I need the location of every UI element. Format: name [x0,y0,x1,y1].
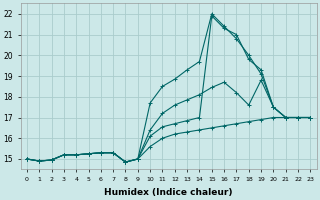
X-axis label: Humidex (Indice chaleur): Humidex (Indice chaleur) [104,188,233,197]
